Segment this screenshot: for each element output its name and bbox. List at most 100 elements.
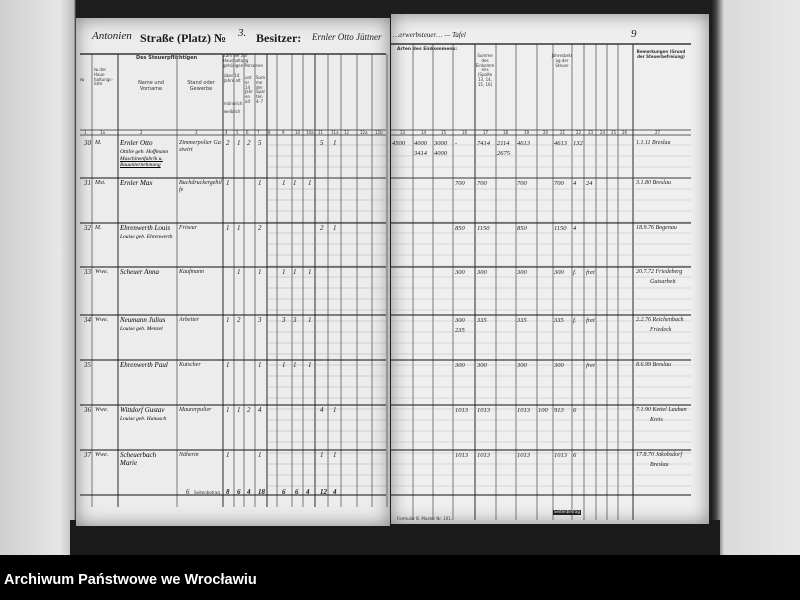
taxpayer-name-block: Scheuer Anna — [120, 268, 174, 277]
taxpayer-name: Scheuer Anna — [120, 268, 159, 276]
cell-list: M. — [95, 225, 102, 231]
cell-c11: 4 — [320, 406, 324, 414]
income-sum-header: Summe des Einkommens (Spalte 13, 14, 15,… — [475, 53, 495, 87]
cell-list: Wwe. — [95, 269, 109, 275]
column-number: 26 — [622, 130, 628, 135]
business-name: Maschinenfabrik u. Bauunternehmung — [120, 155, 163, 168]
cell-stand: Kaufmann — [179, 269, 205, 275]
cell-c21: 913 — [554, 407, 564, 414]
female-header: weiblich — [224, 109, 241, 114]
cell-c14: 4000 — [414, 140, 427, 147]
cell-c23: frei — [586, 362, 595, 369]
cell-c7: 1 — [258, 268, 262, 276]
cell-no: 37 — [84, 451, 91, 459]
spouse-name: Louise geb. Menzel — [120, 325, 163, 332]
column-number: 27 — [655, 130, 661, 135]
taxpayer-name: Neumann Julius — [120, 316, 166, 324]
column-number: 6 — [246, 130, 249, 135]
cell-remark: 8.6.99 Breslau — [636, 362, 671, 368]
total-c10: 6 — [295, 488, 299, 496]
total-c11: 12 — [320, 488, 327, 496]
column-number: 20 — [543, 130, 549, 135]
cell-c4: 1 — [226, 179, 230, 187]
cell-c19: 850 — [517, 225, 527, 232]
column-number: 7 — [257, 130, 260, 135]
cell-c10: 1 — [293, 179, 297, 187]
street-name: Antonien — [92, 30, 132, 42]
page-number: 9 — [631, 28, 637, 40]
cell-c15b: 4000 — [434, 150, 447, 157]
cell-c7: 3 — [258, 316, 262, 324]
cell-c18: 2114 — [497, 140, 510, 147]
cell-c22: f. — [573, 269, 577, 276]
cell-c4: 2 — [226, 139, 230, 147]
cell-c9: 1 — [282, 361, 286, 369]
taxpayer-name-block: Neumann Julius Louise geb. Menzel — [120, 316, 174, 332]
column-number: 10 — [295, 130, 301, 135]
cell-c11a: 1 — [333, 224, 337, 232]
taxpayer-name: Ernler Max — [120, 179, 153, 187]
column-number: 11a — [331, 130, 339, 135]
total-c6: 4 — [247, 488, 251, 496]
total-c11a: 4 — [333, 488, 337, 496]
cell-remark: 3.1.80 Breslau — [636, 180, 671, 186]
taxpayer-name: Ernler Otto — [120, 139, 153, 147]
cell-remark: 17.8.70 Jakobsdorf — [636, 452, 683, 458]
remark-line2: Friedeck — [650, 327, 672, 333]
sum-header: Summe der Spalten 4–7 — [256, 75, 265, 104]
cell-c7: 2 — [258, 224, 262, 232]
totals-label: Seitenbetrag — [194, 490, 220, 495]
cell-c18b: 2675 — [497, 150, 510, 157]
taxpayer-name: Scheuerbach Marie — [120, 451, 157, 467]
spouse-name: Ottilie geb. Hoffmann — [120, 148, 169, 155]
cell-no: 32 — [84, 224, 91, 232]
taxpayer-name: Ehrenwerth Louis — [120, 224, 171, 232]
cell-c22: 6 — [573, 452, 577, 459]
cell-c21: 300 — [554, 362, 564, 369]
cell-c19: 335 — [517, 317, 527, 324]
cell-c5: 1 — [237, 224, 241, 232]
left-page: Antonien Straße (Platz) № 3. Besitzer: E… — [76, 18, 390, 526]
cell-no: 34 — [84, 316, 91, 324]
column-number: 13 — [400, 130, 406, 135]
tax-header: Jahresbetrag der Steuer — [551, 53, 573, 68]
column-number: 4 — [225, 130, 228, 135]
cell-remark: 1.1.11 Breslau — [636, 140, 671, 146]
cell-c16: 1013 — [455, 452, 468, 459]
column-number: 17 — [483, 130, 489, 135]
cell-c7: 1 — [258, 179, 262, 187]
taxpayer-name: Wittdorf Gustav — [120, 406, 165, 414]
cell-c23: frei — [586, 317, 595, 324]
column-number: 10a — [306, 130, 314, 135]
taxpayer-name-block: Ernler Otto Ottilie geb. Hoffmann Maschine… — [120, 139, 174, 168]
cell-c7: 4 — [258, 406, 262, 414]
column-number: 5 — [236, 130, 239, 135]
spouse-name: Louise geb. Ehrenwerth — [120, 233, 173, 240]
cell-c10a: 1 — [308, 179, 312, 187]
right-page-grid — [391, 43, 691, 520]
cell-c7: 5 — [258, 139, 262, 147]
right-page: …erwerbsteuer… — Tafel 9 Arten des Einko… — [391, 14, 709, 524]
remark-line2: Breslau — [650, 462, 669, 468]
remarks-header: Bemerkungen (Grund der Steuerbefreiung) — [636, 49, 686, 59]
taxpayer-name-block: Scheuerbach Marie — [120, 451, 174, 467]
archive-name: Archiwum Państwowe we Wrocławiu — [4, 572, 257, 588]
cell-c16: 300 — [455, 269, 465, 276]
cell-c17: 700 — [477, 180, 487, 187]
cell-c4: 1 — [226, 224, 230, 232]
cell-c21: 335 — [554, 317, 564, 324]
owner-label: Besitzer: — [256, 31, 302, 45]
form-note: Formular B. Muster Nr. 101. — [397, 516, 453, 521]
cell-c22: 4 — [573, 180, 577, 187]
cell-c9: 1 — [282, 179, 286, 187]
male-header: männlich — [224, 101, 243, 106]
cell-c17: 300 — [477, 269, 487, 276]
right-header-text: …erwerbsteuer… — Tafel — [393, 31, 466, 39]
cell-c19: 1013 — [517, 452, 530, 459]
cell-c19: 4613 — [517, 140, 530, 147]
column-number: 3 — [195, 130, 198, 135]
cell-c16: 300 — [455, 362, 465, 369]
stand-header: Stand oder Gewerbe — [187, 80, 215, 92]
remark-line2: Kreis — [650, 417, 663, 423]
cell-c20: 100 — [538, 407, 548, 414]
